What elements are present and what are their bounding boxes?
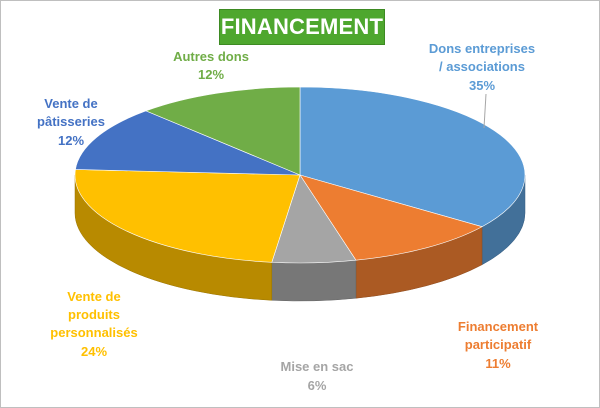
label-prod-value: 24% <box>81 344 107 359</box>
pie-slice-financement-participatif <box>299 174 483 261</box>
label-prod-line2: produits <box>68 307 120 322</box>
label-sac-value: 6% <box>308 378 327 393</box>
label-pat-line1: Vente de <box>44 96 97 111</box>
label-pat-value: 12% <box>58 133 84 148</box>
chart-title-box: FINANCEMENT <box>219 9 385 45</box>
label-prod-line3: personnalisés <box>50 325 137 340</box>
label-financement-participatif: Financement participatif 11% <box>458 319 539 371</box>
label-fin-line2: participatif <box>465 337 532 352</box>
pie-slice-dons-entreprises-associations <box>299 86 526 228</box>
chart-title: FINANCEMENT <box>220 14 384 39</box>
pie-slice-vente-de-produits-personnalises <box>74 169 301 263</box>
label-dons-line2: / associations <box>439 59 525 74</box>
label-autres-line1: Autres dons <box>173 49 249 64</box>
label-mise-en-sac: Mise en sac 6% <box>281 359 354 393</box>
label-pat-line2: pâtisseries <box>37 114 105 129</box>
pie-tops <box>74 86 526 264</box>
label-vente-produits: Vente de produits personnalisés 24% <box>50 289 137 359</box>
label-autres-dons: Autres dons 12% <box>173 49 249 82</box>
label-dons-entreprises: Dons entreprises / associations 35% <box>429 41 535 93</box>
pie-slice-vente-de-patisseries <box>75 110 301 176</box>
label-prod-line1: Vente de <box>67 289 120 304</box>
label-dons-line1: Dons entreprises <box>429 41 535 56</box>
pie-side-mise-en-sac <box>271 259 357 302</box>
label-vente-patisseries: Vente de pâtisseries 12% <box>37 96 105 148</box>
pie-slice-autres-dons <box>145 86 301 176</box>
leader-line <box>483 93 487 129</box>
label-dons-value: 35% <box>469 78 495 93</box>
label-fin-line1: Financement <box>458 319 539 334</box>
label-sac-line1: Mise en sac <box>281 359 354 374</box>
label-autres-value: 12% <box>198 67 224 82</box>
label-fin-value: 11% <box>485 356 511 371</box>
